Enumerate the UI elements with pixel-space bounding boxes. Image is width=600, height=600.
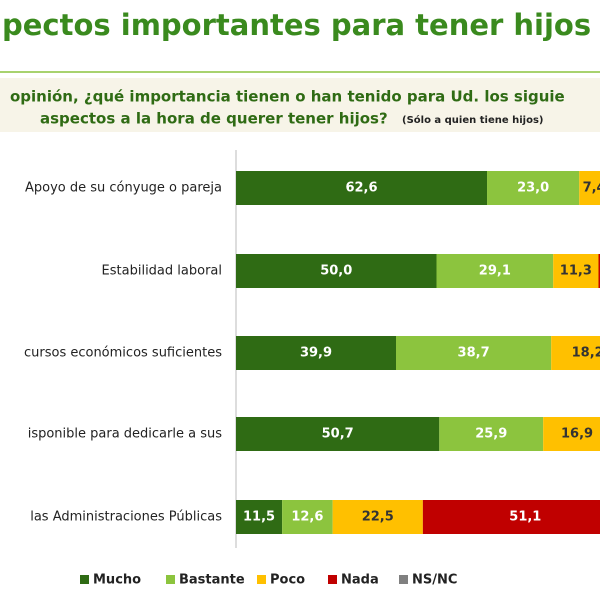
value-label: 7,4 <box>583 181 600 196</box>
value-label: 12,6 <box>291 510 323 525</box>
legend-label: Nada <box>341 573 379 588</box>
value-label: 62,6 <box>345 181 377 196</box>
bar-segment <box>282 500 333 534</box>
bar-segment <box>579 171 600 205</box>
bar-segment <box>236 336 396 370</box>
subtitle: opinión, ¿qué importancia tienen o han t… <box>10 88 565 106</box>
bar-segment <box>543 417 600 451</box>
legend-swatch <box>166 575 175 584</box>
legend: Mucho Bastante Poco Nada NS/NC <box>80 573 457 588</box>
value-label: 38,7 <box>458 346 490 361</box>
subtitle-band <box>0 78 600 132</box>
bar-segment <box>487 171 580 205</box>
legend-label: Bastante <box>179 573 245 588</box>
bar-segment <box>439 417 544 451</box>
bar-segment <box>236 417 440 451</box>
bar-segment <box>551 336 600 370</box>
note: (Sólo a quien tiene hijos) <box>402 114 543 126</box>
category-label: Apoyo de su cónyuge o pareja <box>25 181 222 196</box>
bar-segment <box>422 500 600 534</box>
legend-swatch <box>328 575 337 584</box>
category-label: isponible para dedicarle a sus <box>28 427 223 442</box>
legend-swatch <box>257 575 266 584</box>
bar-segment <box>236 254 437 288</box>
value-label: 29,1 <box>479 264 511 279</box>
category-label: las Administraciones Públicas <box>30 510 222 525</box>
value-label: 51,1 <box>509 510 541 525</box>
value-label: 25,9 <box>475 427 507 442</box>
bar-segment <box>395 336 552 370</box>
value-label: 22,5 <box>362 510 394 525</box>
bar-segment <box>598 254 600 288</box>
legend-swatch <box>80 575 89 584</box>
value-label: 39,9 <box>300 346 332 361</box>
bar-segment <box>332 500 423 534</box>
legend-swatch <box>399 575 408 584</box>
legend-label: Mucho <box>93 573 141 588</box>
value-label: 50,7 <box>322 427 354 442</box>
bar-segment <box>236 500 283 534</box>
subtitle: aspectos a la hora de querer tener hijos… <box>40 110 388 128</box>
value-label: 18,2 <box>572 346 600 361</box>
value-label: 50,0 <box>320 264 352 279</box>
category-label: cursos económicos suficientes <box>24 346 222 361</box>
legend-label: Poco <box>270 573 305 588</box>
value-label: 23,0 <box>517 181 549 196</box>
value-label: 16,9 <box>561 427 593 442</box>
chart-title: pectos importantes para tener hijos <box>2 8 591 42</box>
plot: Apoyo de su cónyuge o pareja 62,6 23,0 7,4 E… <box>24 171 600 534</box>
bar-segment <box>436 254 554 288</box>
value-label: 11,3 <box>560 264 592 279</box>
category-label: Estabilidad laboral <box>102 264 222 279</box>
legend-label: NS/NC <box>412 573 457 588</box>
bar-segment <box>553 254 599 288</box>
bar-segment <box>236 171 488 205</box>
value-label: 11,5 <box>243 510 275 525</box>
